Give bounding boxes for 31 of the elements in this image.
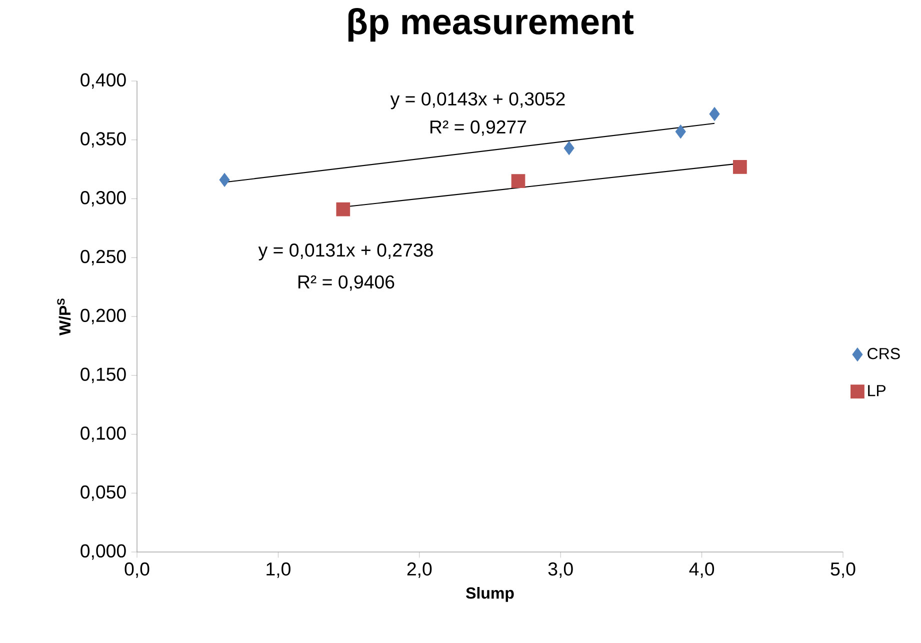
x-axis-title: Slump (466, 586, 514, 602)
y-tick-label: 0,350 (80, 132, 126, 148)
legend-label: LP (868, 385, 886, 396)
point (336, 202, 350, 216)
point (511, 174, 526, 188)
y-tick-label: 0,300 (80, 191, 126, 206)
x-tick-label: 5,0 (830, 562, 856, 578)
y-tick-label: 0,050 (80, 485, 126, 501)
legend-label: CRS (868, 348, 900, 360)
x-tick-label: 3,0 (548, 562, 573, 578)
y-tick-label: 0,250 (80, 250, 126, 266)
chart-title: βp measurement (348, 8, 634, 42)
point (709, 107, 720, 121)
point (675, 124, 686, 139)
annotation: y = 0,0143x + 0,3052 (390, 92, 565, 110)
point (219, 172, 230, 187)
y-tick-label: 0,150 (80, 368, 126, 384)
y-tick-label: 0,100 (80, 426, 126, 442)
x-tick-label: 1,0 (266, 562, 290, 578)
point (732, 160, 747, 174)
y-tick-label: 0,000 (80, 544, 126, 560)
y-axis-title: W/P$^{S}$ (57, 298, 71, 336)
annotation: y = 0,0131x + 0,2738 (258, 244, 433, 260)
x-tick-label: 0,0 (124, 562, 150, 578)
y-tick-label: 0,400 (80, 73, 126, 89)
annotation: R² = 0,9406 (298, 275, 394, 291)
point (564, 141, 574, 156)
x-tick-label: 2,0 (407, 562, 432, 578)
annotation: R² = 0,9277 (430, 120, 526, 136)
x-tick-label: 4,0 (689, 562, 714, 578)
y-tick-label: 0,200 (80, 308, 126, 324)
